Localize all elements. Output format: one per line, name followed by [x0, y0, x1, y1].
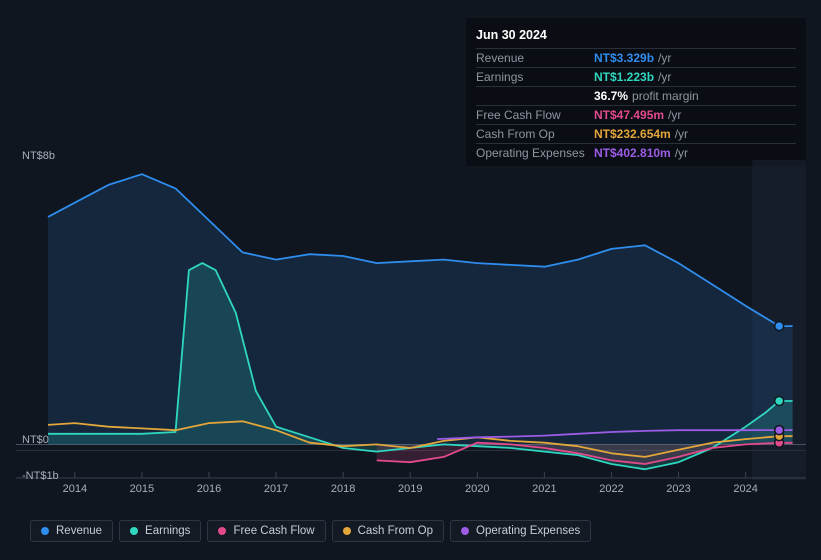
- tooltip-row-label: Earnings: [476, 70, 594, 84]
- x-axis-label: 2021: [532, 483, 556, 495]
- x-axis-label: 2014: [63, 483, 87, 495]
- tooltip-row: Cash From OpNT$232.654m/yr: [476, 124, 796, 143]
- legend-item-cfo[interactable]: Cash From Op: [332, 520, 444, 542]
- area-chart[interactable]: NT$8bNT$0-NT$1b: [16, 160, 806, 480]
- tooltip-row-value: NT$3.329b: [594, 51, 654, 65]
- legend-dot-icon: [41, 527, 49, 535]
- tooltip-row-suffix: profit margin: [632, 89, 699, 103]
- tooltip-row-suffix: /yr: [675, 146, 688, 160]
- tooltip-row-suffix: /yr: [658, 51, 671, 65]
- legend-dot-icon: [461, 527, 469, 535]
- legend-item-fcf[interactable]: Free Cash Flow: [207, 520, 325, 542]
- legend-dot-icon: [343, 527, 351, 535]
- legend-item-opex[interactable]: Operating Expenses: [450, 520, 591, 542]
- legend-item-label: Operating Expenses: [476, 525, 580, 537]
- y-axis-label: NT$0: [22, 434, 49, 446]
- y-axis-label: -NT$1b: [22, 470, 59, 482]
- legend-dot-icon: [218, 527, 226, 535]
- tooltip-row-value: NT$402.810m: [594, 146, 671, 160]
- tooltip-row-value: NT$47.495m: [594, 108, 664, 122]
- tooltip-row-label: Operating Expenses: [476, 146, 594, 160]
- tooltip-row-label: Cash From Op: [476, 127, 594, 141]
- tooltip-row: Free Cash FlowNT$47.495m/yr: [476, 105, 796, 124]
- tooltip-row: 36.7% profit margin: [476, 86, 796, 105]
- tooltip-row-label: Free Cash Flow: [476, 108, 594, 122]
- x-axis-label: 2022: [599, 483, 623, 495]
- x-axis-label: 2019: [398, 483, 422, 495]
- legend-item-label: Revenue: [56, 525, 102, 537]
- tooltip-row: EarningsNT$1.223b/yr: [476, 67, 796, 86]
- tooltip-row-value: NT$232.654m: [594, 127, 671, 141]
- legend-item-revenue[interactable]: Revenue: [30, 520, 113, 542]
- legend-dot-icon: [130, 527, 138, 535]
- x-axis-label: 2024: [733, 483, 757, 495]
- tooltip-row-label: Revenue: [476, 51, 594, 65]
- tooltip-row-value: NT$1.223b: [594, 70, 654, 84]
- tooltip-row-suffix: /yr: [668, 108, 681, 122]
- legend-item-label: Earnings: [145, 525, 190, 537]
- x-axis-label: 2017: [264, 483, 288, 495]
- tooltip-row-suffix: /yr: [658, 70, 671, 84]
- legend-item-label: Free Cash Flow: [233, 525, 314, 537]
- x-axis-label: 2015: [130, 483, 154, 495]
- x-axis-label: 2018: [331, 483, 355, 495]
- legend-item-label: Cash From Op: [358, 525, 433, 537]
- tooltip-date: Jun 30 2024: [476, 26, 796, 48]
- tooltip-row: RevenueNT$3.329b/yr: [476, 48, 796, 67]
- y-axis-label: NT$8b: [22, 150, 55, 162]
- legend-item-earnings[interactable]: Earnings: [119, 520, 201, 542]
- tooltip-row-value: 36.7%: [594, 89, 628, 103]
- x-axis: 2014 2015 2016 2017 2018 2019 2020 2021 2022 2023…: [16, 483, 806, 503]
- x-axis-label: 2020: [465, 483, 489, 495]
- chart-tooltip: Jun 30 2024 RevenueNT$3.329b/yrEarningsN…: [466, 18, 806, 166]
- tooltip-row-suffix: /yr: [675, 127, 688, 141]
- chart-legend: Revenue Earnings Free Cash Flow Cash From O…: [30, 520, 591, 542]
- x-axis-label: 2016: [197, 483, 221, 495]
- x-axis-label: 2023: [666, 483, 690, 495]
